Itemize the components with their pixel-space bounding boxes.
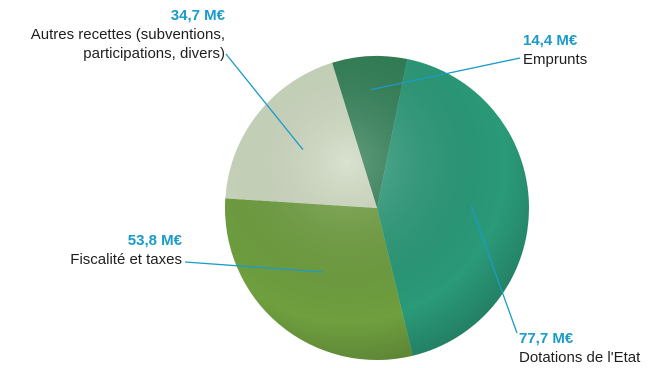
name-autres-recettes-line2: participations, divers) xyxy=(83,44,225,62)
leader-lines xyxy=(184,53,521,334)
leader-line-autres xyxy=(225,53,304,151)
value-dotations: 77,7 M€ xyxy=(519,330,574,347)
name-autres-recettes-line1: Autres recettes (subventions, xyxy=(30,25,225,43)
value-fiscalite: 53,8 M€ xyxy=(127,232,182,249)
leader-line-fiscalite xyxy=(184,261,324,273)
name-fiscalite: Fiscalité et taxes xyxy=(70,250,182,268)
pie-slices xyxy=(225,56,530,360)
label-fiscalite: 53,8 M€ Fiscalité et taxes xyxy=(2,232,182,270)
label-dotations: 77,7 M€ Dotations de l'Etat xyxy=(519,330,640,368)
leader-line-emprunts xyxy=(370,57,521,91)
value-emprunts: 14,4 M€ xyxy=(523,32,578,49)
name-dotations: Dotations de l'Etat xyxy=(519,348,641,366)
leader-line-dotations xyxy=(470,206,518,334)
label-emprunts: 14,4 M€ Emprunts xyxy=(523,32,587,70)
label-autres-recettes: 34,7 M€ Autres recettes (subventions, pa… xyxy=(0,7,225,63)
name-emprunts: Emprunts xyxy=(523,50,588,68)
value-autres-recettes: 34,7 M€ xyxy=(170,7,225,24)
